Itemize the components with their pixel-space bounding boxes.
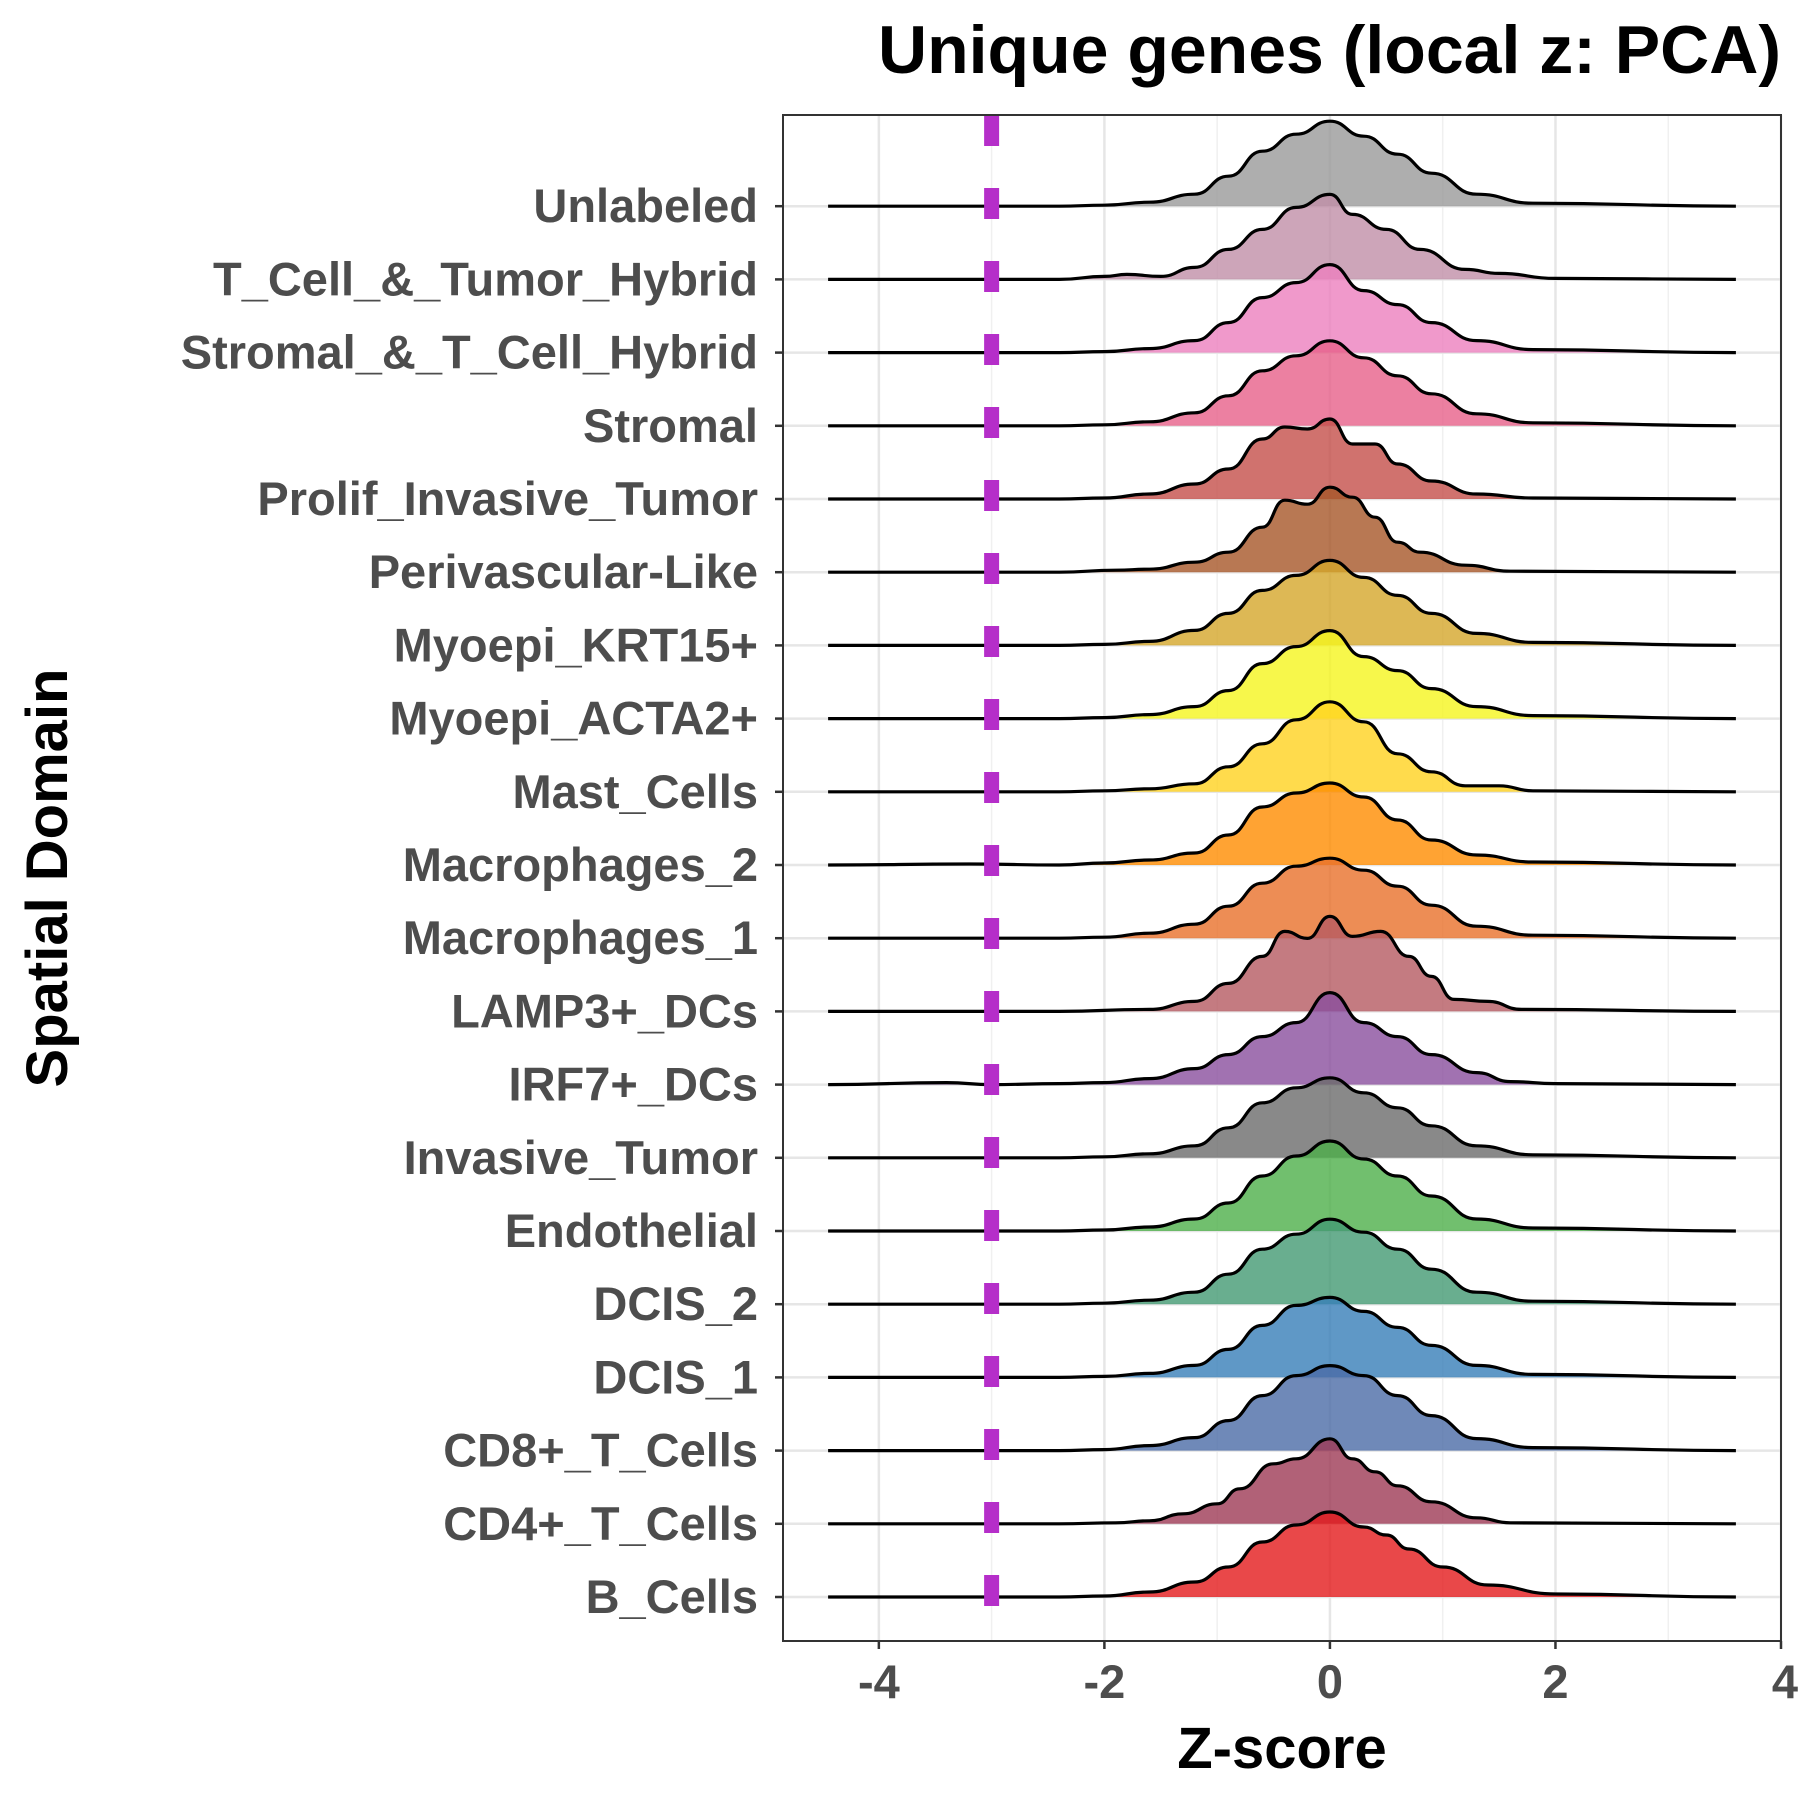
ridge-Stromal (828, 339, 1736, 428)
x-axis: -4 -2 0 2 4 (858, 1641, 1798, 1708)
density-ridges (828, 119, 1736, 1599)
ridge-fill (828, 264, 1736, 353)
y-tick-label: Myoepi_ACTA2+ (389, 692, 758, 745)
ridge-Prolif_Invasive_Tumor (828, 417, 1736, 501)
ridge-fill (828, 194, 1736, 280)
x-tick-label: -4 (858, 1655, 900, 1708)
y-tick-label: Prolif_Invasive_Tumor (257, 472, 758, 525)
ridge-outline (828, 339, 1736, 428)
y-axis-title: Spatial Domain (15, 669, 80, 1088)
ridge-CD4+_T_Cells (828, 1437, 1736, 1526)
ridge-outline (828, 856, 1736, 940)
y-tick-label: CD4+_T_Cells (443, 1497, 758, 1550)
ridge-fill (828, 1512, 1736, 1597)
y-tick-label: Endothelial (505, 1204, 758, 1257)
ridge-B_Cells (828, 1510, 1736, 1599)
ridge-fill (828, 630, 1736, 719)
ridge-outline (828, 263, 1736, 355)
y-tick-label: CD8+_T_Cells (443, 1424, 758, 1477)
ridge-DCIS_2 (828, 1217, 1736, 1306)
ridge-outline (828, 1437, 1736, 1526)
ridge-Invasive_Tumor (828, 1076, 1736, 1160)
ridge-outline (828, 1076, 1736, 1160)
ridge-outline (828, 1139, 1736, 1233)
ridge-outline (828, 991, 1736, 1087)
x-tick-label: 4 (1772, 1655, 1798, 1708)
y-tick-label: Myoepi_KRT15+ (394, 618, 758, 671)
ridge-Stromal_&_T_Cell_Hybrid (828, 263, 1736, 355)
ridge-Perivascular-Like (828, 485, 1736, 574)
ridge-Macrophages_1 (828, 856, 1736, 940)
y-tick-label: Perivascular-Like (369, 545, 758, 598)
ridge-CD8+_T_Cells (828, 1364, 1736, 1453)
y-tick-label: Stromal_&_T_Cell_Hybrid (181, 326, 758, 379)
ridge-DCIS_1 (828, 1295, 1736, 1380)
ridge-Mast_Cells (828, 700, 1736, 794)
ridge-outline (828, 1364, 1736, 1453)
x-tick-label: 0 (1317, 1655, 1343, 1708)
ridge-fill (828, 340, 1736, 426)
y-axis: B_Cells CD4+_T_Cells CD8+_T_Cells DCIS_1 DCI… (181, 179, 783, 1623)
y-tick-label: Macrophages_2 (403, 838, 758, 891)
ridge-Myoepi_ACTA2+ (828, 629, 1736, 721)
ridge-outline (828, 914, 1736, 1014)
ridge-Unlabeled (828, 119, 1736, 208)
ridge-fill (828, 560, 1736, 646)
plot-panel-border (782, 114, 1782, 1642)
y-tick-label: IRF7+_DCs (509, 1058, 758, 1111)
y-tick-label: Stromal (583, 399, 758, 452)
ridge-fill (828, 1365, 1736, 1451)
chart-title: Unique genes (local z: PCA) (878, 12, 1781, 88)
ridge-outline (828, 417, 1736, 501)
ridge-IRF7+_DCs (828, 991, 1736, 1087)
ridge-Myoepi_KRT15+ (828, 558, 1736, 648)
ridge-outline (828, 1295, 1736, 1380)
ridge-fill (828, 701, 1736, 792)
x-tick-label: 2 (1542, 1655, 1568, 1708)
y-tick-label: DCIS_2 (593, 1277, 758, 1330)
ridge-outline (828, 192, 1736, 281)
y-tick-label: Macrophages_1 (403, 911, 758, 964)
ridge-outline (828, 1217, 1736, 1306)
y-tick-label: Invasive_Tumor (404, 1131, 758, 1184)
x-tick-label: -2 (1083, 1655, 1125, 1708)
ridge-outline (828, 700, 1736, 794)
ridge-fill (828, 992, 1736, 1085)
ridge-T_Cell_&_Tumor_Hybrid (828, 192, 1736, 281)
ridge-fill (828, 1219, 1736, 1305)
y-tick-label: Mast_Cells (512, 765, 758, 818)
y-tick-label: B_Cells (586, 1570, 758, 1623)
ridge-fill (828, 1141, 1736, 1231)
ridge-fill (828, 1297, 1736, 1378)
ridge-outline (828, 119, 1736, 208)
ridge-fill (828, 419, 1736, 499)
ridge-outline (828, 485, 1736, 574)
y-tick-label: DCIS_1 (593, 1350, 758, 1403)
ridge-Endothelial (828, 1139, 1736, 1233)
y-tick-label: LAMP3+_DCs (451, 984, 758, 1037)
ridge-outline (828, 781, 1736, 867)
ridge-Macrophages_2 (828, 781, 1736, 867)
ridge-LAMP3+_DCs (828, 914, 1736, 1014)
ridge-fill (828, 487, 1736, 573)
ridge-fill (828, 1077, 1736, 1158)
ridge-fill (828, 916, 1736, 1012)
ridge-fill (828, 858, 1736, 939)
ridge-fill (828, 1438, 1736, 1524)
ridge-outline (828, 558, 1736, 648)
ridge-fill (828, 783, 1736, 865)
y-tick-label: Unlabeled (533, 179, 758, 232)
ridge-outline (828, 1510, 1736, 1599)
x-axis-title: Z-score (1177, 1716, 1387, 1781)
ridge-fill (828, 121, 1736, 207)
ridge-outline (828, 629, 1736, 721)
y-tick-label: T_Cell_&_Tumor_Hybrid (213, 252, 758, 305)
